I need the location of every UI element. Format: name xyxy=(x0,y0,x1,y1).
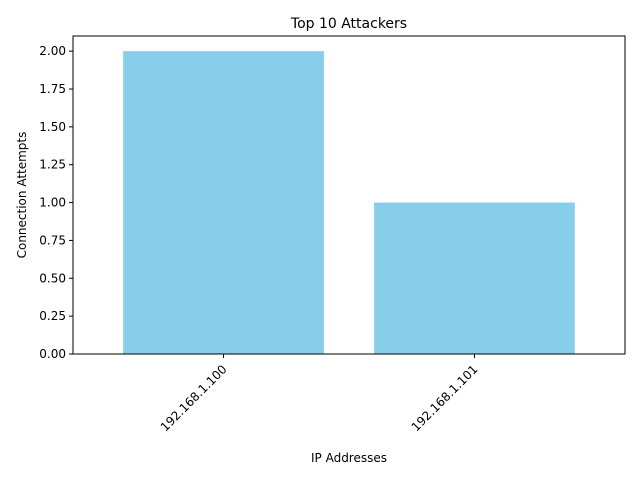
y-tick-label: 0.00 xyxy=(39,347,66,361)
y-tick-label: 0.75 xyxy=(39,233,66,247)
x-axis: 192.168.1.100 192.168.1.101 xyxy=(158,354,481,434)
x-tick-label: 192.168.1.101 xyxy=(409,362,481,434)
y-axis-label: Connection Attempts xyxy=(15,132,29,259)
y-tick-label: 0.50 xyxy=(39,271,66,285)
y-tick-label: 2.00 xyxy=(39,44,66,58)
bars-group xyxy=(123,51,575,355)
y-tick-label: 1.50 xyxy=(39,120,66,134)
y-tick-label: 1.00 xyxy=(39,196,66,210)
bar-192.168.1.101 xyxy=(374,202,575,354)
chart-title: Top 10 Attackers xyxy=(290,16,407,32)
y-tick-label: 1.75 xyxy=(39,82,66,96)
x-axis-label: IP Addresses xyxy=(311,451,387,465)
bar-192.168.1.100 xyxy=(123,51,324,355)
y-axis: 0.00 0.25 0.50 0.75 1.00 1.25 1.50 1.75 2.00 xyxy=(39,44,73,361)
x-tick-label: 192.168.1.100 xyxy=(158,362,230,434)
plot-frame xyxy=(72,35,626,355)
y-tick-label: 1.25 xyxy=(39,158,66,172)
y-tick-label: 0.25 xyxy=(39,309,66,323)
